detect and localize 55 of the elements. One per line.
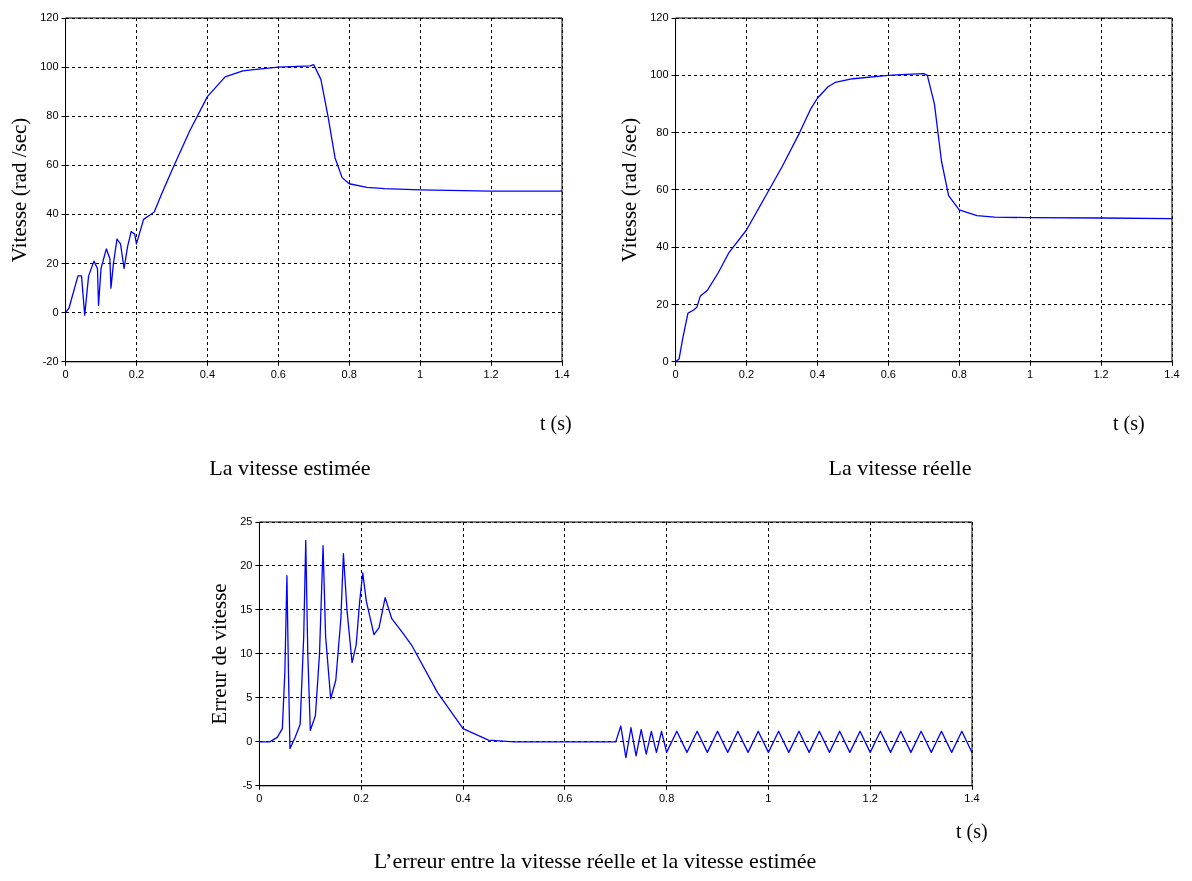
x-tick-label: 0 <box>62 368 69 381</box>
y-tick-label: -20 <box>42 354 59 367</box>
x-tick-label: 0.2 <box>738 368 755 381</box>
y-tick-label: 100 <box>40 60 59 73</box>
y-tick-label: 40 <box>46 207 59 220</box>
x-axis-title: t (s) <box>1113 412 1145 435</box>
y-tick-label: 80 <box>656 125 669 138</box>
y-tick-label: 100 <box>650 68 669 81</box>
y-axis-title: Vitesse (rad /sec) <box>617 117 642 263</box>
x-tick-label: 0.2 <box>353 792 369 805</box>
x-tick-label: 1 <box>1027 368 1034 381</box>
x-tick-label: 0.6 <box>880 368 896 381</box>
y-tick-label: 10 <box>240 646 253 659</box>
y-tick-label: 15 <box>240 602 253 615</box>
y-tick-label: 0 <box>662 354 669 367</box>
text: L’erreur entre la vitesse réelle et la vitesse estimée <box>372 848 818 874</box>
y-tick-label: 25 <box>240 515 253 528</box>
y-tick-label: -5 <box>242 778 253 791</box>
x-tick-label: 1.4 <box>554 368 570 381</box>
x-tick-label: 0.2 <box>128 368 145 381</box>
x-tick-label: 0 <box>256 792 263 805</box>
x-tick-label: 0 <box>672 368 679 381</box>
y-tick-label: 60 <box>46 158 59 171</box>
x-tick-label: 1.2 <box>862 792 878 805</box>
x-tick-label: 0.8 <box>341 368 357 381</box>
text: La vitesse estimée <box>208 455 372 481</box>
y-tick-label: 60 <box>656 182 669 195</box>
x-tick-label: 0.6 <box>270 368 286 381</box>
x-tick-label: 0.4 <box>455 792 471 805</box>
y-tick-label: 40 <box>656 240 669 253</box>
x-tick-label: 1.4 <box>1164 368 1180 381</box>
y-tick-label: 20 <box>240 559 253 571</box>
x-tick-label: 1 <box>417 368 424 381</box>
text: La vitesse réelle <box>827 455 973 481</box>
x-tick-label: 1.2 <box>483 368 499 381</box>
x-axis-title: t (s) <box>956 820 988 843</box>
x-tick-label: 1 <box>765 792 772 805</box>
y-axis-title: Vitesse (rad /sec) <box>7 117 32 263</box>
y-axis-title: Erreur de vitesse <box>207 583 232 725</box>
x-tick-label: 0.4 <box>199 368 216 381</box>
y-tick-label: 0 <box>246 734 253 747</box>
x-tick-label: 1.4 <box>964 792 980 805</box>
x-axis-title: t (s) <box>540 412 572 435</box>
x-tick-label: 0.4 <box>809 368 826 381</box>
x-tick-label: 1.2 <box>1093 368 1109 381</box>
y-tick-label: 120 <box>40 11 59 24</box>
x-tick-label: 0.8 <box>951 368 967 381</box>
x-tick-label: 0.6 <box>557 792 573 805</box>
y-tick-label: 80 <box>46 109 59 122</box>
y-tick-label: 20 <box>656 297 669 310</box>
x-tick-label: 0.8 <box>658 792 675 805</box>
y-tick-label: 120 <box>650 11 669 24</box>
y-tick-label: 20 <box>46 256 59 269</box>
y-tick-label: 5 <box>246 690 253 703</box>
y-tick-label: 0 <box>52 305 59 318</box>
